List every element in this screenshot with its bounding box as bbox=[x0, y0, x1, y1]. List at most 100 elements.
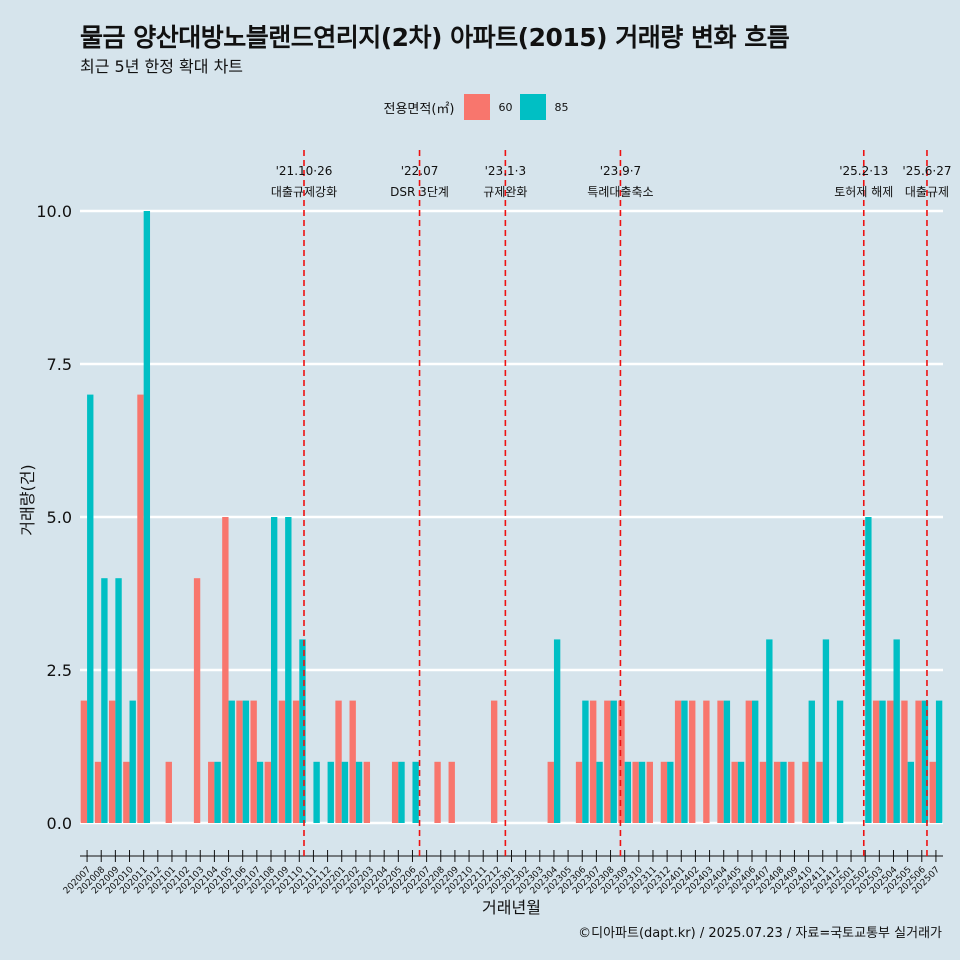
bar-60-202411 bbox=[816, 761, 823, 823]
bar-85-202107 bbox=[256, 761, 264, 823]
bar-85-202401 bbox=[681, 700, 688, 823]
chart-title: 물금 양산대방노블랜드연리지(2차) 아파트(2015) 거래량 변화 흐름 bbox=[80, 23, 790, 52]
bar-85-202410 bbox=[808, 700, 815, 823]
bar-85-202201 bbox=[341, 761, 349, 823]
bar-85-202405 bbox=[737, 761, 745, 823]
x-axis-title: 거래년월 bbox=[482, 898, 541, 917]
bar-85-202111 bbox=[313, 761, 320, 823]
bar-60-202105 bbox=[222, 517, 229, 823]
bar-60-202312 bbox=[660, 761, 668, 823]
event-date-label: '25.6·27 bbox=[902, 164, 951, 178]
legend: 전용면적(㎡) 60 85 bbox=[0, 92, 960, 122]
bar-85-202505 bbox=[907, 761, 914, 823]
bar-60-202507 bbox=[929, 761, 936, 823]
bar-60-202103 bbox=[193, 578, 201, 823]
source-caption: ©디아파트(dapt.kr) / 2025.07.23 / 자료=국토교통부 실… bbox=[578, 926, 942, 941]
y-tick-label: 5.0 bbox=[47, 508, 72, 527]
legend-title: 전용면적(㎡) bbox=[383, 101, 455, 117]
bar-60-202308 bbox=[604, 700, 611, 823]
bar-60-202108 bbox=[264, 761, 271, 823]
bar-85-202205 bbox=[398, 761, 405, 823]
bar-85-202404 bbox=[723, 700, 731, 823]
y-axis-title: 거래량(건) bbox=[18, 464, 37, 535]
event-desc-label: 토허제 해제 bbox=[834, 185, 893, 199]
bar-60-202205 bbox=[391, 761, 399, 823]
bar-85-202202 bbox=[355, 761, 363, 823]
legend-swatch-85 bbox=[520, 94, 547, 120]
bar-60-202408 bbox=[773, 761, 781, 823]
bar-60-202310 bbox=[632, 761, 639, 823]
bar-60-202405 bbox=[731, 761, 738, 823]
y-tick-label: 7.5 bbox=[47, 355, 72, 374]
bar-60-202104 bbox=[208, 761, 215, 823]
bar-85-202504 bbox=[893, 639, 900, 823]
bar-60-202009 bbox=[109, 700, 116, 823]
bar-60-202404 bbox=[717, 700, 724, 823]
bar-60-202201 bbox=[335, 700, 342, 823]
bar-85-202106 bbox=[242, 700, 250, 823]
bar-60-202106 bbox=[236, 700, 243, 823]
bar-60-202306 bbox=[575, 761, 583, 823]
bar-85-202109 bbox=[285, 517, 292, 823]
bar-60-202409 bbox=[788, 761, 795, 823]
bar-85-202306 bbox=[582, 700, 589, 823]
event-desc-label: 대출규제 bbox=[905, 185, 949, 199]
legend-item-85: 85 bbox=[520, 94, 568, 120]
bar-85-202008 bbox=[101, 578, 108, 823]
bar-85-202503 bbox=[879, 700, 886, 823]
bar-85-202412 bbox=[836, 700, 844, 823]
event-desc-label: 규제완화 bbox=[483, 185, 527, 199]
bar-85-202506 bbox=[921, 700, 929, 823]
bar-85-202304 bbox=[553, 639, 561, 823]
bar-85-202309 bbox=[624, 761, 632, 823]
legend-swatch-60 bbox=[464, 94, 491, 120]
chart-subtitle: 최근 5년 한정 확대 차트 bbox=[80, 57, 244, 76]
bar-85-202307 bbox=[596, 761, 603, 823]
bar-85-202502 bbox=[865, 517, 872, 823]
bar-85-202407 bbox=[766, 639, 773, 823]
bar-85-202507 bbox=[935, 700, 943, 823]
y-tick-label: 0.0 bbox=[47, 814, 72, 833]
bar-85-202010 bbox=[129, 700, 136, 823]
bar-85-202112 bbox=[327, 761, 334, 823]
bar-85-202408 bbox=[780, 761, 787, 823]
bar-60-202010 bbox=[123, 761, 130, 823]
y-tick-label: 10.0 bbox=[36, 202, 72, 221]
bar-60-202402 bbox=[689, 700, 696, 823]
bar-60-202008 bbox=[94, 761, 102, 823]
bar-60-202212 bbox=[490, 700, 498, 823]
bar-85-202308 bbox=[610, 700, 617, 823]
bar-85-202011 bbox=[143, 211, 151, 823]
legend-label-60: 60 bbox=[498, 100, 513, 114]
bar-60-202504 bbox=[887, 700, 894, 823]
bar-85-202105 bbox=[228, 700, 235, 823]
event-date-label: '22.07 bbox=[401, 164, 439, 178]
bar-60-202109 bbox=[278, 700, 286, 823]
bar-60-202202 bbox=[349, 700, 356, 823]
event-desc-label: 대출규제강화 bbox=[271, 185, 337, 199]
bar-85-202104 bbox=[214, 761, 221, 823]
bar-85-202411 bbox=[822, 639, 830, 823]
bar-85-202312 bbox=[667, 761, 674, 823]
legend-label-85: 85 bbox=[554, 100, 569, 114]
bar-60-202503 bbox=[872, 700, 880, 823]
bar-60-202407 bbox=[759, 761, 767, 823]
bar-60-202311 bbox=[646, 761, 653, 823]
event-date-label: '25.2·13 bbox=[839, 164, 888, 178]
bar-60-202007 bbox=[80, 700, 88, 823]
bar-60-202505 bbox=[901, 700, 908, 823]
bar-60-202208 bbox=[434, 761, 441, 823]
bar-85-202406 bbox=[752, 700, 759, 823]
event-date-label: '23.9·7 bbox=[600, 164, 641, 178]
bar-60-202307 bbox=[590, 700, 597, 823]
bar-85-202310 bbox=[638, 761, 646, 823]
event-desc-label: DSR 3단계 bbox=[390, 185, 449, 199]
legend-item-60: 60 bbox=[464, 94, 512, 120]
bar-60-202304 bbox=[547, 761, 554, 823]
bar-60-202506 bbox=[915, 700, 922, 823]
bar-60-202309 bbox=[618, 700, 625, 823]
bar-85-202108 bbox=[270, 517, 278, 823]
bar-60-202406 bbox=[745, 700, 753, 823]
bar-60-202107 bbox=[250, 700, 257, 823]
bar-60-202401 bbox=[674, 700, 682, 823]
